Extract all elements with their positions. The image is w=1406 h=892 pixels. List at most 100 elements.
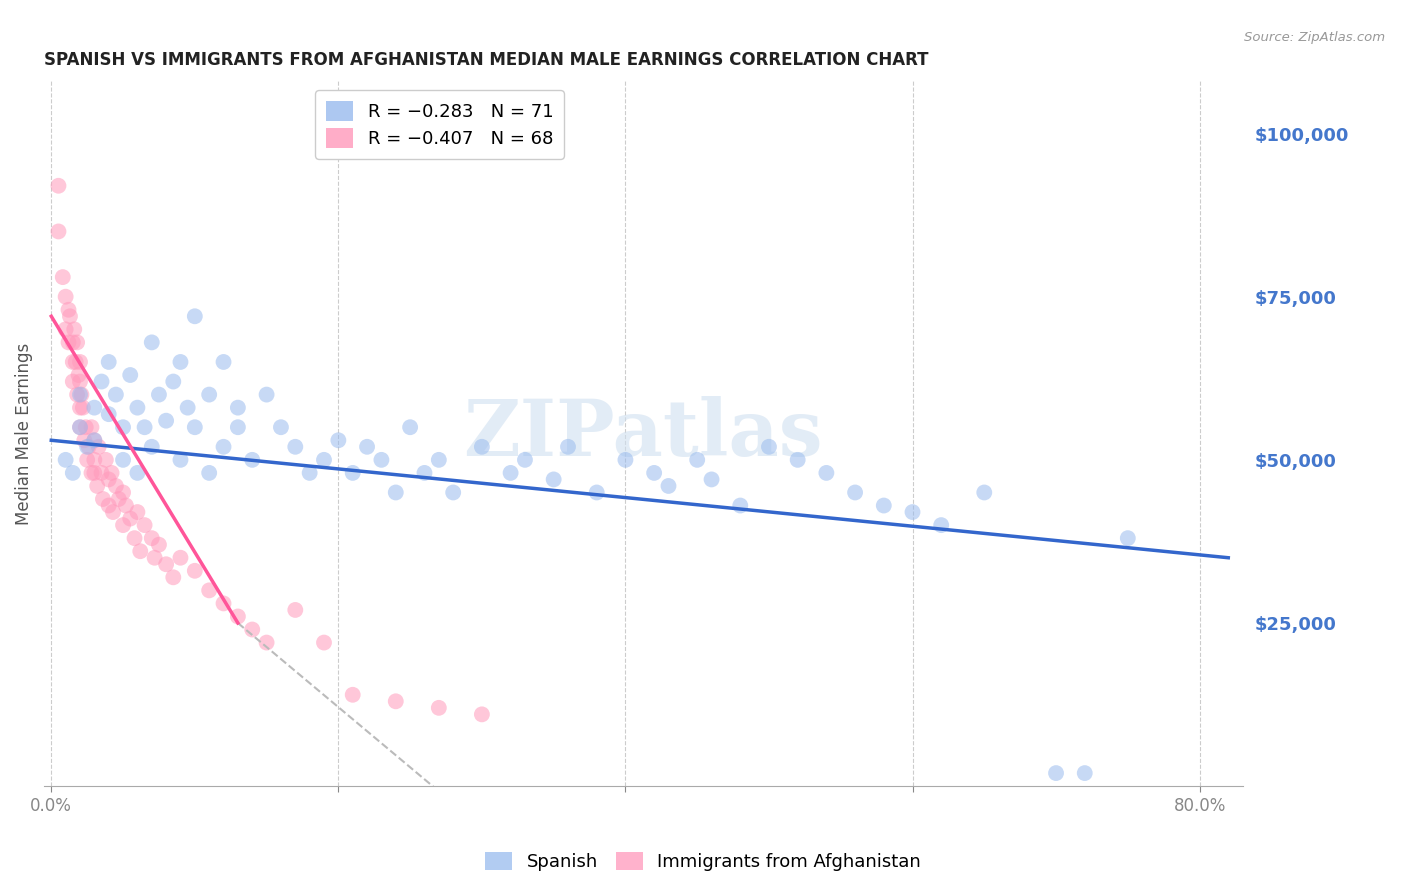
Point: [471, 707, 494, 722]
Point: [226, 420, 249, 434]
Point: [90, 375, 112, 389]
Point: [107, 491, 129, 506]
Point: [198, 387, 221, 401]
Point: [101, 505, 124, 519]
Point: [657, 479, 679, 493]
Point: [112, 518, 135, 533]
Point: [384, 485, 406, 500]
Point: [284, 603, 307, 617]
Point: [141, 440, 163, 454]
Point: [86, 479, 108, 493]
Point: [198, 583, 221, 598]
Point: [148, 538, 170, 552]
Text: ZIPatlas: ZIPatlas: [464, 396, 823, 472]
Point: [69, 375, 91, 389]
Point: [83, 466, 105, 480]
Legend: Spanish, Immigrants from Afghanistan: Spanish, Immigrants from Afghanistan: [478, 845, 928, 879]
Point: [66, 387, 89, 401]
Point: [929, 518, 952, 533]
Point: [120, 368, 142, 382]
Point: [901, 505, 924, 519]
Point: [70, 387, 93, 401]
Point: [76, 453, 98, 467]
Point: [90, 466, 112, 480]
Point: [1074, 766, 1097, 780]
Point: [134, 420, 156, 434]
Point: [104, 387, 127, 401]
Point: [1045, 766, 1067, 780]
Point: [112, 485, 135, 500]
Point: [62, 355, 84, 369]
Point: [240, 453, 263, 467]
Point: [83, 453, 105, 467]
Point: [148, 387, 170, 401]
Point: [141, 335, 163, 350]
Point: [342, 466, 364, 480]
Point: [97, 499, 120, 513]
Point: [328, 434, 350, 448]
Point: [312, 635, 335, 649]
Point: [155, 558, 177, 572]
Point: [730, 499, 752, 513]
Point: [155, 414, 177, 428]
Point: [69, 401, 91, 415]
Point: [614, 453, 637, 467]
Point: [58, 335, 80, 350]
Point: [62, 466, 84, 480]
Point: [94, 453, 117, 467]
Point: [55, 453, 77, 467]
Point: [226, 401, 249, 415]
Point: [83, 434, 105, 448]
Y-axis label: Median Male Earnings: Median Male Earnings: [15, 343, 32, 524]
Point: [63, 322, 86, 336]
Point: [87, 440, 110, 454]
Point: [973, 485, 995, 500]
Point: [471, 440, 494, 454]
Point: [73, 434, 96, 448]
Point: [176, 401, 198, 415]
Point: [499, 466, 522, 480]
Point: [298, 466, 321, 480]
Point: [77, 440, 100, 454]
Point: [67, 368, 90, 382]
Point: [112, 453, 135, 467]
Point: [342, 688, 364, 702]
Text: Source: ZipAtlas.com: Source: ZipAtlas.com: [1244, 31, 1385, 45]
Point: [76, 440, 98, 454]
Point: [370, 453, 392, 467]
Point: [1116, 531, 1139, 545]
Point: [686, 453, 709, 467]
Point: [48, 224, 70, 238]
Point: [413, 466, 436, 480]
Point: [72, 401, 94, 415]
Point: [143, 550, 166, 565]
Point: [513, 453, 536, 467]
Point: [226, 609, 249, 624]
Point: [127, 466, 149, 480]
Point: [184, 310, 207, 324]
Point: [162, 375, 184, 389]
Point: [873, 499, 896, 513]
Point: [758, 440, 780, 454]
Point: [441, 485, 464, 500]
Point: [543, 472, 565, 486]
Point: [134, 518, 156, 533]
Point: [80, 466, 103, 480]
Point: [65, 355, 87, 369]
Point: [69, 420, 91, 434]
Point: [97, 355, 120, 369]
Point: [120, 511, 142, 525]
Point: [212, 355, 235, 369]
Point: [585, 485, 607, 500]
Point: [62, 375, 84, 389]
Point: [270, 420, 292, 434]
Point: [427, 701, 450, 715]
Point: [115, 499, 138, 513]
Point: [384, 694, 406, 708]
Point: [162, 570, 184, 584]
Point: [844, 485, 866, 500]
Point: [141, 531, 163, 545]
Legend: R = −0.283   N = 71, R = −0.407   N = 68: R = −0.283 N = 71, R = −0.407 N = 68: [315, 90, 564, 159]
Point: [399, 420, 422, 434]
Point: [169, 453, 191, 467]
